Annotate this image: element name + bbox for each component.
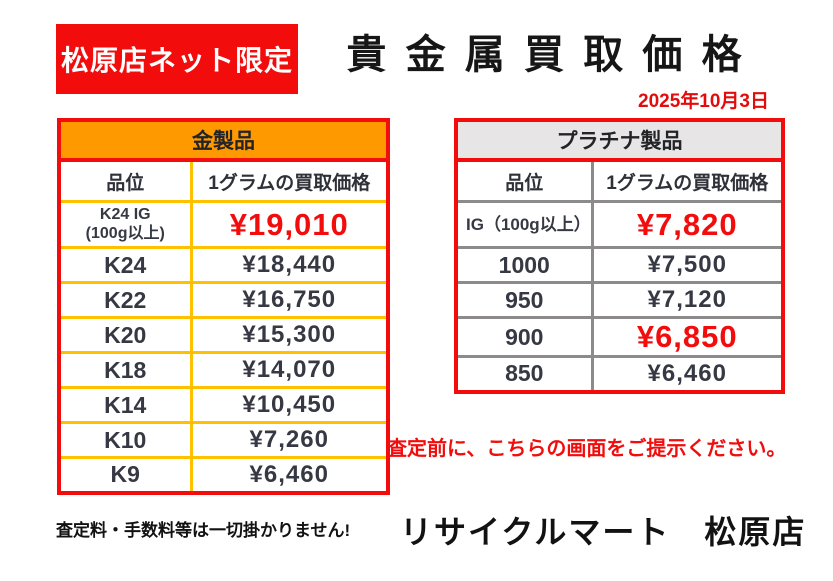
grade-cell: 900 — [454, 316, 594, 358]
grade-cell: K20 — [57, 316, 193, 354]
grade-cell: K14 — [57, 386, 193, 424]
price-cell: ¥6,460 — [189, 456, 390, 494]
price-cell: ¥7,120 — [590, 281, 785, 319]
table-row: 1000 ¥7,500 — [454, 246, 785, 284]
no-fee-note: 査定料・手数料等は一切掛かりません! — [56, 521, 351, 540]
grade-cell: K22 — [57, 281, 193, 319]
gold-price-table: 金製品 品位 1グラムの買取価格 K24 IG (100g以上) ¥19,010… — [57, 118, 390, 495]
grade-sublabel: (100g以上) — [85, 224, 165, 242]
platinum-table-header-row: 品位 1グラムの買取価格 — [454, 158, 785, 203]
grade-cell: K18 — [57, 351, 193, 389]
table-row: K24 IG (100g以上) ¥19,010 — [57, 200, 390, 249]
table-row: K20 ¥15,300 — [57, 316, 390, 354]
column-header-price-per-gram: 1グラムの買取価格 — [189, 158, 390, 203]
grade-cell: IG（100g以上） — [454, 200, 594, 249]
price-date-label: 2025年10月3日 — [638, 91, 769, 112]
price-cell: ¥6,850 — [590, 316, 785, 358]
platinum-table-title: プラチナ製品 — [456, 120, 783, 162]
page-title: 貴金属買取価格 — [346, 33, 761, 77]
grade-cell: 1000 — [454, 246, 594, 284]
column-header-price-per-gram: 1グラムの買取価格 — [590, 158, 785, 203]
price-cell: ¥10,450 — [189, 386, 390, 424]
price-cell: ¥15,300 — [189, 316, 390, 354]
price-cell: ¥6,460 — [590, 355, 785, 393]
gold-table-title: 金製品 — [59, 120, 388, 162]
grade-cell: K24 — [57, 246, 193, 284]
presentation-notice: 査定前に、こちらの画面をご提示ください。 — [387, 438, 787, 460]
table-row: K10 ¥7,260 — [57, 421, 390, 459]
price-cell: ¥18,440 — [189, 246, 390, 284]
table-row: K22 ¥16,750 — [57, 281, 390, 319]
column-header-grade: 品位 — [454, 158, 594, 203]
table-row: 950 ¥7,120 — [454, 281, 785, 319]
table-row: 850 ¥6,460 — [454, 355, 785, 393]
price-cell: ¥7,500 — [590, 246, 785, 284]
gold-table-title-row: 金製品 — [59, 120, 388, 162]
price-cell: ¥7,820 — [590, 200, 785, 249]
table-row: K14 ¥10,450 — [57, 386, 390, 424]
table-row: K9 ¥6,460 — [57, 456, 390, 494]
table-row: K18 ¥14,070 — [57, 351, 390, 389]
grade-cell: K9 — [57, 456, 193, 494]
table-row: 900 ¥6,850 — [454, 316, 785, 358]
grade-cell: K10 — [57, 421, 193, 459]
grade-cell: 950 — [454, 281, 594, 319]
store-limited-badge: 松原店ネット限定 — [56, 24, 298, 94]
platinum-table-title-row: プラチナ製品 — [456, 120, 783, 162]
column-header-grade: 品位 — [57, 158, 193, 203]
table-row: K24 ¥18,440 — [57, 246, 390, 284]
grade-label: K24 IG — [99, 206, 151, 224]
store-name: リサイクルマート 松原店 — [400, 514, 807, 550]
platinum-price-table: プラチナ製品 品位 1グラムの買取価格 IG（100g以上） ¥7,820 10… — [454, 118, 785, 394]
table-row: IG（100g以上） ¥7,820 — [454, 200, 785, 249]
grade-cell: 850 — [454, 355, 594, 393]
price-cell: ¥16,750 — [189, 281, 390, 319]
price-cell: ¥19,010 — [189, 200, 390, 249]
price-cell: ¥7,260 — [189, 421, 390, 459]
gold-table-header-row: 品位 1グラムの買取価格 — [57, 158, 390, 203]
grade-cell: K24 IG (100g以上) — [57, 200, 193, 249]
price-cell: ¥14,070 — [189, 351, 390, 389]
